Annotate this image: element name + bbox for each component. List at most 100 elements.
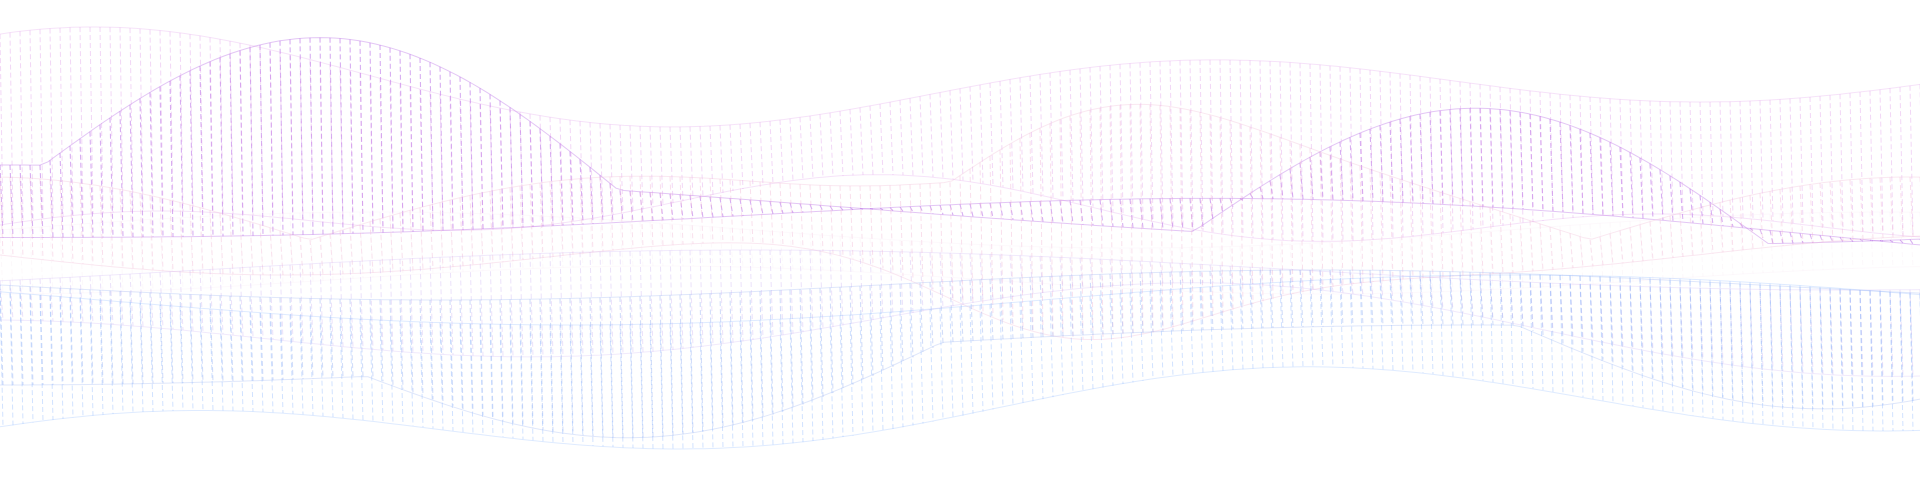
ribbon-strand <box>1509 214 1514 273</box>
ribbon-strand <box>459 76 464 230</box>
ribbon-strand <box>259 312 264 412</box>
ribbon-strand <box>1569 225 1574 286</box>
ribbon-strand <box>1089 67 1094 207</box>
ribbon-strand <box>0 284 4 386</box>
ribbon-strand <box>1849 289 1854 409</box>
ribbon-strand <box>1389 175 1394 281</box>
ribbon-strand <box>129 273 134 326</box>
ribbon-strand <box>1609 142 1614 216</box>
ribbon-strand <box>889 185 894 273</box>
ribbon-strand <box>1889 289 1894 377</box>
ribbon-strand <box>1809 289 1814 374</box>
ribbon-strand <box>489 191 494 264</box>
ribbon-strand <box>1849 179 1854 240</box>
ribbon-strand <box>1619 276 1624 405</box>
ribbon-strand <box>1219 265 1224 284</box>
ribbon-strand <box>1669 215 1674 258</box>
ribbon-strand <box>939 252 944 308</box>
ribbon-edge <box>0 174 1920 242</box>
ribbon-strand <box>1659 101 1664 215</box>
ribbon-strand <box>979 84 984 184</box>
ribbon-strand <box>1059 119 1064 338</box>
ribbon-strand <box>869 238 874 273</box>
ribbon-strand <box>1259 186 1264 199</box>
ribbon-strand <box>899 311 904 428</box>
ribbon-strand <box>1699 195 1704 224</box>
ribbon-strand <box>889 102 894 175</box>
ribbon-strand <box>809 115 814 179</box>
ribbon-strand <box>439 257 444 355</box>
ribbon-strand <box>1409 276 1414 304</box>
ribbon-strand <box>519 111 524 228</box>
ribbon-strand <box>959 204 964 217</box>
ribbon-strand <box>1159 247 1164 291</box>
ribbon-strand <box>319 212 324 281</box>
ribbon-strand <box>399 83 404 229</box>
ribbon-strand <box>469 195 474 266</box>
ribbon-strand <box>69 297 74 418</box>
ribbon-strand <box>1359 132 1364 201</box>
ribbon-strand <box>1789 187 1794 246</box>
ribbon-strand <box>359 261 364 349</box>
ribbon-strand <box>1369 69 1374 240</box>
ribbon-strand <box>819 288 824 398</box>
ribbon-strand <box>559 324 564 444</box>
ribbon-strand <box>639 250 644 353</box>
ribbon-strand <box>1899 177 1904 237</box>
ribbon-strand <box>579 252 584 356</box>
ribbon-strand <box>639 126 644 210</box>
ribbon-strand <box>59 277 64 322</box>
ribbon-strand <box>639 191 644 222</box>
ribbon-strand <box>1019 255 1024 296</box>
ribbon-strand <box>1849 289 1854 376</box>
ribbon-strand <box>819 185 824 252</box>
ribbon-strand <box>499 108 504 230</box>
ribbon-strand <box>489 324 494 436</box>
ribbon-strand <box>1449 80 1454 233</box>
ribbon-strand <box>1889 292 1894 432</box>
ribbon-strand <box>629 324 634 449</box>
ribbon-strand <box>1869 178 1874 239</box>
ribbon-strand <box>389 215 394 272</box>
ribbon-strand <box>249 311 254 412</box>
ribbon-strand <box>259 214 264 285</box>
ribbon-strand <box>1849 237 1854 242</box>
ribbon-strand <box>1779 189 1784 247</box>
ribbon-strand <box>719 125 724 193</box>
ribbon-strand <box>309 37 314 235</box>
ribbon-strand <box>1199 198 1204 228</box>
ribbon-strand <box>559 252 564 357</box>
ribbon-strand <box>1479 232 1484 291</box>
ribbon-strand <box>1829 95 1834 228</box>
ribbon-strand <box>1829 288 1834 409</box>
ribbon-strand <box>759 181 764 244</box>
ribbon-strand <box>1439 192 1444 277</box>
ribbon-strand <box>579 298 584 436</box>
ribbon-strand <box>1729 215 1734 275</box>
ribbon-strand <box>1779 99 1784 222</box>
ribbon-strand <box>1579 275 1584 352</box>
ribbon-strand <box>209 269 214 333</box>
ribbon-strand <box>1259 270 1264 329</box>
ribbon-strand <box>1709 288 1714 362</box>
ribbon-strand <box>1639 220 1644 281</box>
ribbon-strand <box>829 185 834 254</box>
ribbon-strand <box>1789 289 1794 372</box>
ribbon-strand <box>1479 272 1484 326</box>
ribbon-strand <box>1099 259 1104 287</box>
ribbon-strand <box>1339 158 1344 286</box>
ribbon-strand <box>1189 271 1194 331</box>
ribbon-strand <box>859 237 864 272</box>
ribbon-strand <box>679 224 684 267</box>
ribbon-strand <box>1039 300 1044 400</box>
ribbon-strand <box>1489 207 1494 274</box>
ribbon-strand <box>1269 245 1274 294</box>
lower-sky-ribbon <box>0 274 1920 450</box>
ribbon-strand <box>1119 273 1124 334</box>
ribbon-strand <box>1669 287 1674 356</box>
ribbon-strand <box>999 81 1004 187</box>
ribbon-strand <box>19 286 24 386</box>
ribbon-strand <box>209 308 214 411</box>
ribbon-strand <box>1819 212 1824 270</box>
ribbon-strand <box>1439 277 1444 309</box>
